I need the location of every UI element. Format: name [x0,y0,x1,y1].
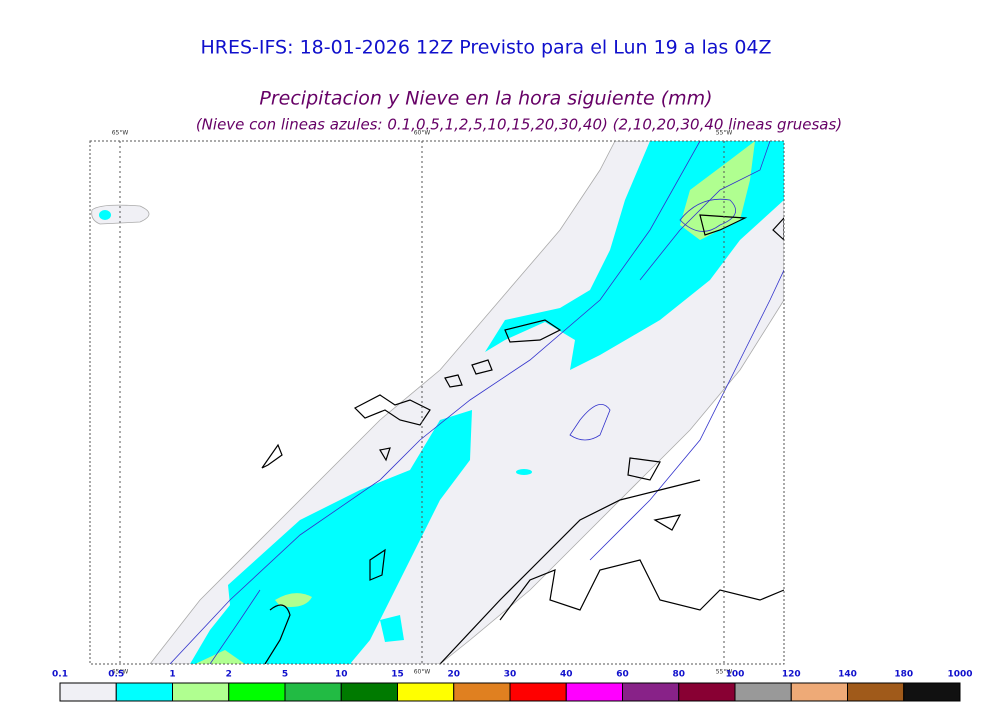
legend-label: 1 [169,670,175,680]
legend-swatch [172,682,230,702]
longitude-labels: 65°W 60°W 55°W 65°W 60°W 55°W [112,130,733,676]
legend-swatch [453,682,511,702]
note: (Nieve con lineas azules: 0.1,0.5,1,2,5,… [196,116,842,134]
meridians [119,141,725,664]
map: 65°W 60°W 55°W 65°W 60°W 55°W [89,130,785,676]
legend-label: 15 [391,670,404,680]
precip-area [516,469,532,475]
legend-label: 40 [560,670,573,680]
legend-swatch [622,682,680,702]
legend-swatch [340,682,398,702]
legend-label: 140 [838,670,857,680]
precip-area [330,650,352,664]
title: HRES-IFS: 18-01-2026 12Z Previsto para e… [200,37,771,59]
precip-area-2 [195,650,245,664]
precip-area-2 [275,593,312,607]
map-frame [89,140,785,665]
precip-area [99,210,111,220]
coastline [261,214,784,664]
legend-label: 60 [616,670,629,680]
legend-label: 30 [504,670,517,680]
legend-label: 120 [782,670,801,680]
precip-area [190,410,472,664]
legend-label: 180 [894,670,913,680]
legend-swatch [565,682,623,702]
precip-area [380,615,404,642]
legend-label: 1000 [947,670,972,680]
precip-area-2 [680,141,755,240]
legend-label: 10 [335,670,348,680]
longitude-label: 65°W [112,130,129,137]
legend-label: 5 [282,670,288,680]
legend-swatch [847,682,905,702]
legend-label: 2 [226,670,232,680]
longitude-label: 55°W [716,669,733,676]
legend: 0.1 0.5 1 2 5 10 15 20 30 40 60 80 100 120 140 180 1000 [52,670,973,702]
longitude-label: 60°W [414,669,431,676]
legend-label: 20 [447,670,460,680]
longitude-label: 65°W [112,669,129,676]
legend-label: 80 [672,670,685,680]
legend-swatch [284,682,342,702]
legend-swatch [228,682,286,702]
legend-swatch [115,682,173,702]
legend-swatch [903,682,961,702]
legend-swatch [59,682,117,702]
legend-swatch [509,682,567,702]
legend-swatch [790,682,848,702]
legend-label: 0.5 [108,670,124,680]
legend-label: 0.1 [52,670,68,680]
longitude-label: 60°W [414,130,431,137]
legend-swatch [678,682,736,702]
legend-label: 100 [726,670,745,680]
snow-contours [169,141,784,664]
legend-swatch [397,682,455,702]
subtitle: Precipitacion y Nieve en la hora siguien… [259,88,712,110]
legend-swatch [734,682,792,702]
longitude-label: 55°W [716,130,733,137]
